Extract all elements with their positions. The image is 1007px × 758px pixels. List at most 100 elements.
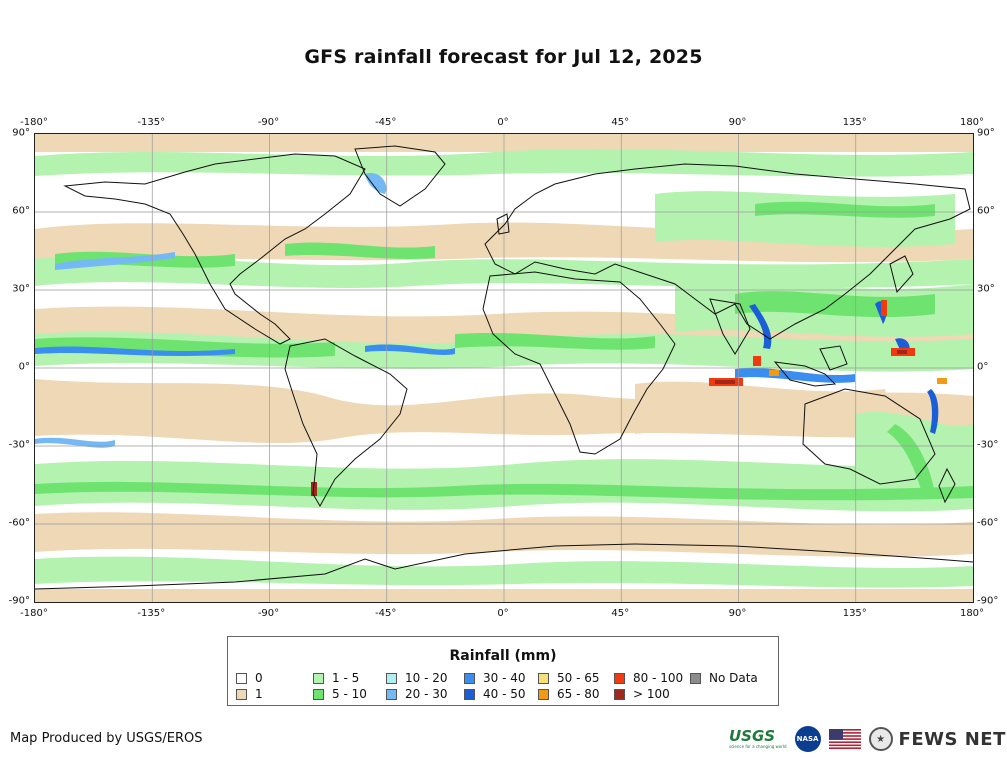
legend-label: 20 - 30 [405,687,448,701]
legend-swatch [614,672,625,684]
latitude-tick-label: -90° [977,595,999,607]
africa-outline [482,271,676,455]
legend: Rainfall (mm) 0 1 1 - 5 5 - 10 10 - 20 20 - 3… [227,636,779,706]
longitude-tick-label: -135° [137,117,166,128]
longitude-tick-label: 180° [959,117,985,128]
latitude-tick-label: 30° [12,283,30,295]
legend-swatch [236,688,247,700]
continent-outlines [35,145,973,590]
legend-title: Rainfall (mm) [449,648,557,664]
legend-swatch [386,672,397,684]
legend-item: 40 - 50 [464,687,526,701]
map-title: GFS rainfall forecast for Jul 12, 2025 [304,46,703,68]
credit-text: Map Produced by USGS/EROS [10,731,203,746]
legend-label: 1 - 5 [332,671,360,685]
legend-item: 30 - 40 [464,671,526,685]
longitude-tick-label: 135° [842,608,867,619]
legend-label: 80 - 100 [633,671,684,685]
latitude-tick-label: -30° [8,439,30,451]
indonesia-outline [773,361,837,387]
borneo-outline [819,345,848,371]
latitude-tick-label: 60° [977,205,995,217]
eurasia-outline [484,163,971,340]
greenland-outline [354,145,446,207]
legend-item: 65 - 80 [538,687,600,701]
legend-label: 50 - 65 [557,671,600,685]
graticule [35,134,973,602]
longitude-tick-label: 45° [611,608,630,619]
latitude-tick-label: 0° [977,361,989,373]
legend-item: 5 - 10 [313,687,367,701]
fews-net-logo: FEWS NET [898,728,1006,750]
legend-swatch [614,688,625,700]
usgs-tagline: science for a changing world [729,744,787,749]
legend-item: 1 - 5 [313,671,359,685]
latitude-tick-label: 60° [12,205,30,217]
longitude-tick-label: 45° [611,117,630,128]
latitude-tick-label: 0° [18,361,30,373]
legend-label: No Data [709,671,758,685]
longitude-tick-label: 180° [959,608,985,619]
uk-outline [496,213,510,235]
state-department-seal-icon: ★ [868,727,893,751]
usgs-logo: USGS science for a changing world [729,727,787,750]
india-outline [709,298,751,355]
legend-swatch [313,688,324,700]
legend-label: 30 - 40 [483,671,526,685]
legend-swatch [690,672,701,684]
legend-item: 0 [236,671,263,685]
north-america-outline [63,153,366,345]
legend-label: 40 - 50 [483,687,526,701]
legend-item: 50 - 65 [538,671,600,685]
legend-label: 1 [255,687,263,701]
legend-item: 10 - 20 [386,671,448,685]
longitude-tick-label: -180° [20,608,48,619]
latitude-tick-label: -90° [8,595,30,607]
new-zealand-outline [938,467,956,504]
latitude-tick-label: 90° [12,127,30,139]
heavy-rain-layer [35,173,939,448]
longitude-tick-label: 135° [842,117,867,128]
longitude-tick-label: 0° [497,117,509,128]
latitude-tick-label: -60° [977,517,999,529]
us-flag-icon [828,729,861,749]
legend-item: > 100 [614,687,670,701]
legend-label: 65 - 80 [557,687,600,701]
antarctica-outline [35,543,973,590]
longitude-tick-label: -90° [257,117,280,128]
legend-item: 1 [236,687,263,701]
longitude-tick-label: -45° [375,608,397,619]
legend-label: 10 - 20 [405,671,448,685]
longitude-tick-label: 0° [497,608,509,619]
longitude-tick-label: -180° [20,117,48,128]
legend-swatch [538,672,549,684]
legend-item: 80 - 100 [614,671,683,685]
latitude-tick-label: 30° [977,283,995,295]
latitude-tick-label: -60° [8,517,30,529]
legend-swatch [236,672,247,684]
longitude-tick-label: 90° [728,117,747,128]
usgs-wordmark: USGS [729,727,776,745]
longitude-tick-label: -45° [375,117,397,128]
longitude-tick-label: 90° [728,608,747,619]
latitude-tick-label: -30° [977,439,999,451]
legend-item: 20 - 30 [386,687,448,701]
logo-bar: USGS science for a changing world NASA ★… [729,726,1006,752]
south-america-outline [284,338,408,508]
legend-swatch [313,672,324,684]
legend-swatch [538,688,549,700]
legend-label: > 100 [633,687,670,701]
latitude-tick-label: 90° [977,127,995,139]
legend-label: 0 [255,671,263,685]
legend-label: 5 - 10 [332,687,367,701]
nasa-logo: NASA [794,726,821,752]
longitude-tick-label: -90° [257,608,280,619]
australia-outline [802,388,936,485]
japan-outline [889,255,914,294]
rainfall-map [34,133,974,603]
legend-swatch [464,688,475,700]
legend-swatch [386,688,397,700]
legend-item: No Data [690,671,758,685]
rainfall-map-svg [35,134,973,602]
legend-swatch [464,672,475,684]
